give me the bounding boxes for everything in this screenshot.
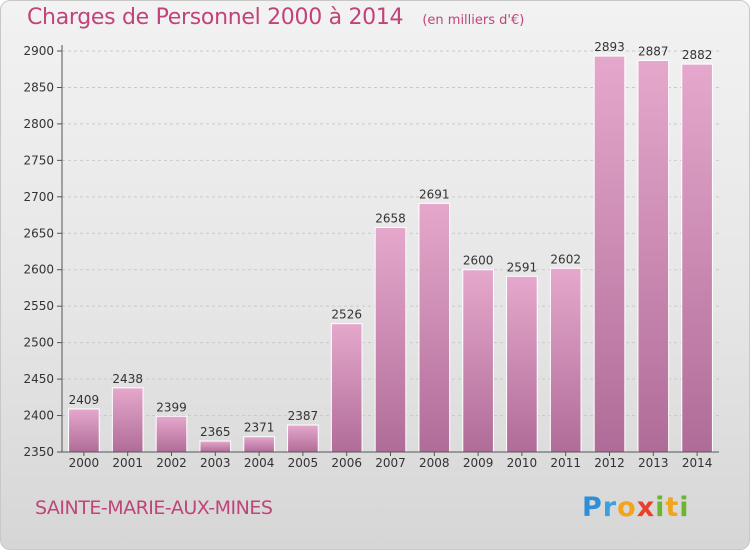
labels: 2350 2400 2450 2500 2550 2600 2650 2700 2750 2800… [23, 40, 712, 470]
bar-value-label: 2602 [550, 252, 581, 266]
bar-value-label: 2691 [419, 187, 450, 201]
chart-title: Charges de Personnel 2000 à 2014 [27, 5, 404, 30]
bar-2002 [155, 415, 188, 453]
y-tick-label: 2700 [23, 190, 54, 204]
y-tick-label: 2350 [23, 445, 54, 459]
bar-2004 [243, 436, 275, 453]
bar-2006 [330, 323, 363, 453]
commune-name: SAINTE-MARIE-AUX-MINES [35, 497, 273, 519]
svg-text:Proxiti: Proxiti [582, 492, 690, 523]
bar-2005 [287, 424, 319, 453]
y-tick-label: 2900 [23, 44, 54, 58]
bar-value-label: 2387 [288, 409, 319, 423]
bar-2007 [374, 226, 407, 453]
bar-value-label: 2399 [156, 400, 187, 414]
bar-2001 [111, 387, 144, 453]
x-tick-label: 2005 [288, 456, 319, 470]
bar-2010 [506, 275, 538, 453]
y-tick-label: 2450 [23, 372, 54, 386]
bar-2003 [199, 440, 232, 453]
bar-value-label: 2526 [331, 308, 362, 322]
bar-2011 [549, 267, 582, 453]
x-tick-label: 2008 [419, 456, 450, 470]
bar-2012 [593, 55, 626, 453]
bar-value-label: 2371 [244, 421, 275, 435]
y-tick-label: 2550 [23, 299, 54, 313]
bar-value-label: 2893 [594, 40, 625, 54]
x-tick-label: 2004 [244, 456, 275, 470]
x-tick-label: 2009 [463, 456, 494, 470]
x-tick-label: 2012 [594, 456, 625, 470]
x-tick-label: 2010 [507, 456, 538, 470]
y-tick-label: 2650 [23, 226, 54, 240]
proxiti-logo-graphic: Proxiti [582, 492, 690, 523]
x-tick-label: 2007 [375, 456, 406, 470]
bar-value-label: 2438 [112, 372, 143, 386]
bar-value-label: 2658 [375, 211, 406, 225]
y-tick-label: 2750 [23, 153, 54, 167]
bar-value-label: 2887 [638, 44, 669, 58]
title-row: Charges de Personnel 2000 à 2014 (en mil… [27, 5, 524, 30]
x-tick-label: 2006 [331, 456, 362, 470]
x-tick-label: 2003 [200, 456, 231, 470]
bar-value-label: 2365 [200, 425, 231, 439]
y-tick-label: 2600 [23, 263, 54, 277]
bar-2009 [462, 269, 494, 453]
bar-value-label: 2882 [682, 48, 713, 62]
axes [57, 45, 719, 456]
bar-value-label: 2591 [507, 260, 538, 274]
bar-2013 [637, 59, 670, 453]
bar-2000 [68, 408, 100, 453]
bar-2014 [681, 63, 713, 453]
y-tick-label: 2400 [23, 409, 54, 423]
x-tick-label: 2000 [69, 456, 100, 470]
y-tick-label: 2500 [23, 336, 54, 350]
chart-subtitle: (en milliers d'€) [422, 13, 525, 28]
proxiti-logo: Proxiti [582, 487, 692, 525]
x-tick-label: 2002 [156, 456, 187, 470]
x-tick-label: 2014 [682, 456, 713, 470]
bars [68, 55, 713, 453]
x-tick-label: 2013 [638, 456, 669, 470]
x-tick-label: 2011 [550, 456, 581, 470]
bar-2008 [418, 202, 451, 453]
bar-value-label: 2600 [463, 254, 494, 268]
y-tick-label: 2850 [23, 80, 54, 94]
x-tick-label: 2001 [112, 456, 143, 470]
bar-value-label: 2409 [69, 393, 100, 407]
y-tick-label: 2800 [23, 117, 54, 131]
